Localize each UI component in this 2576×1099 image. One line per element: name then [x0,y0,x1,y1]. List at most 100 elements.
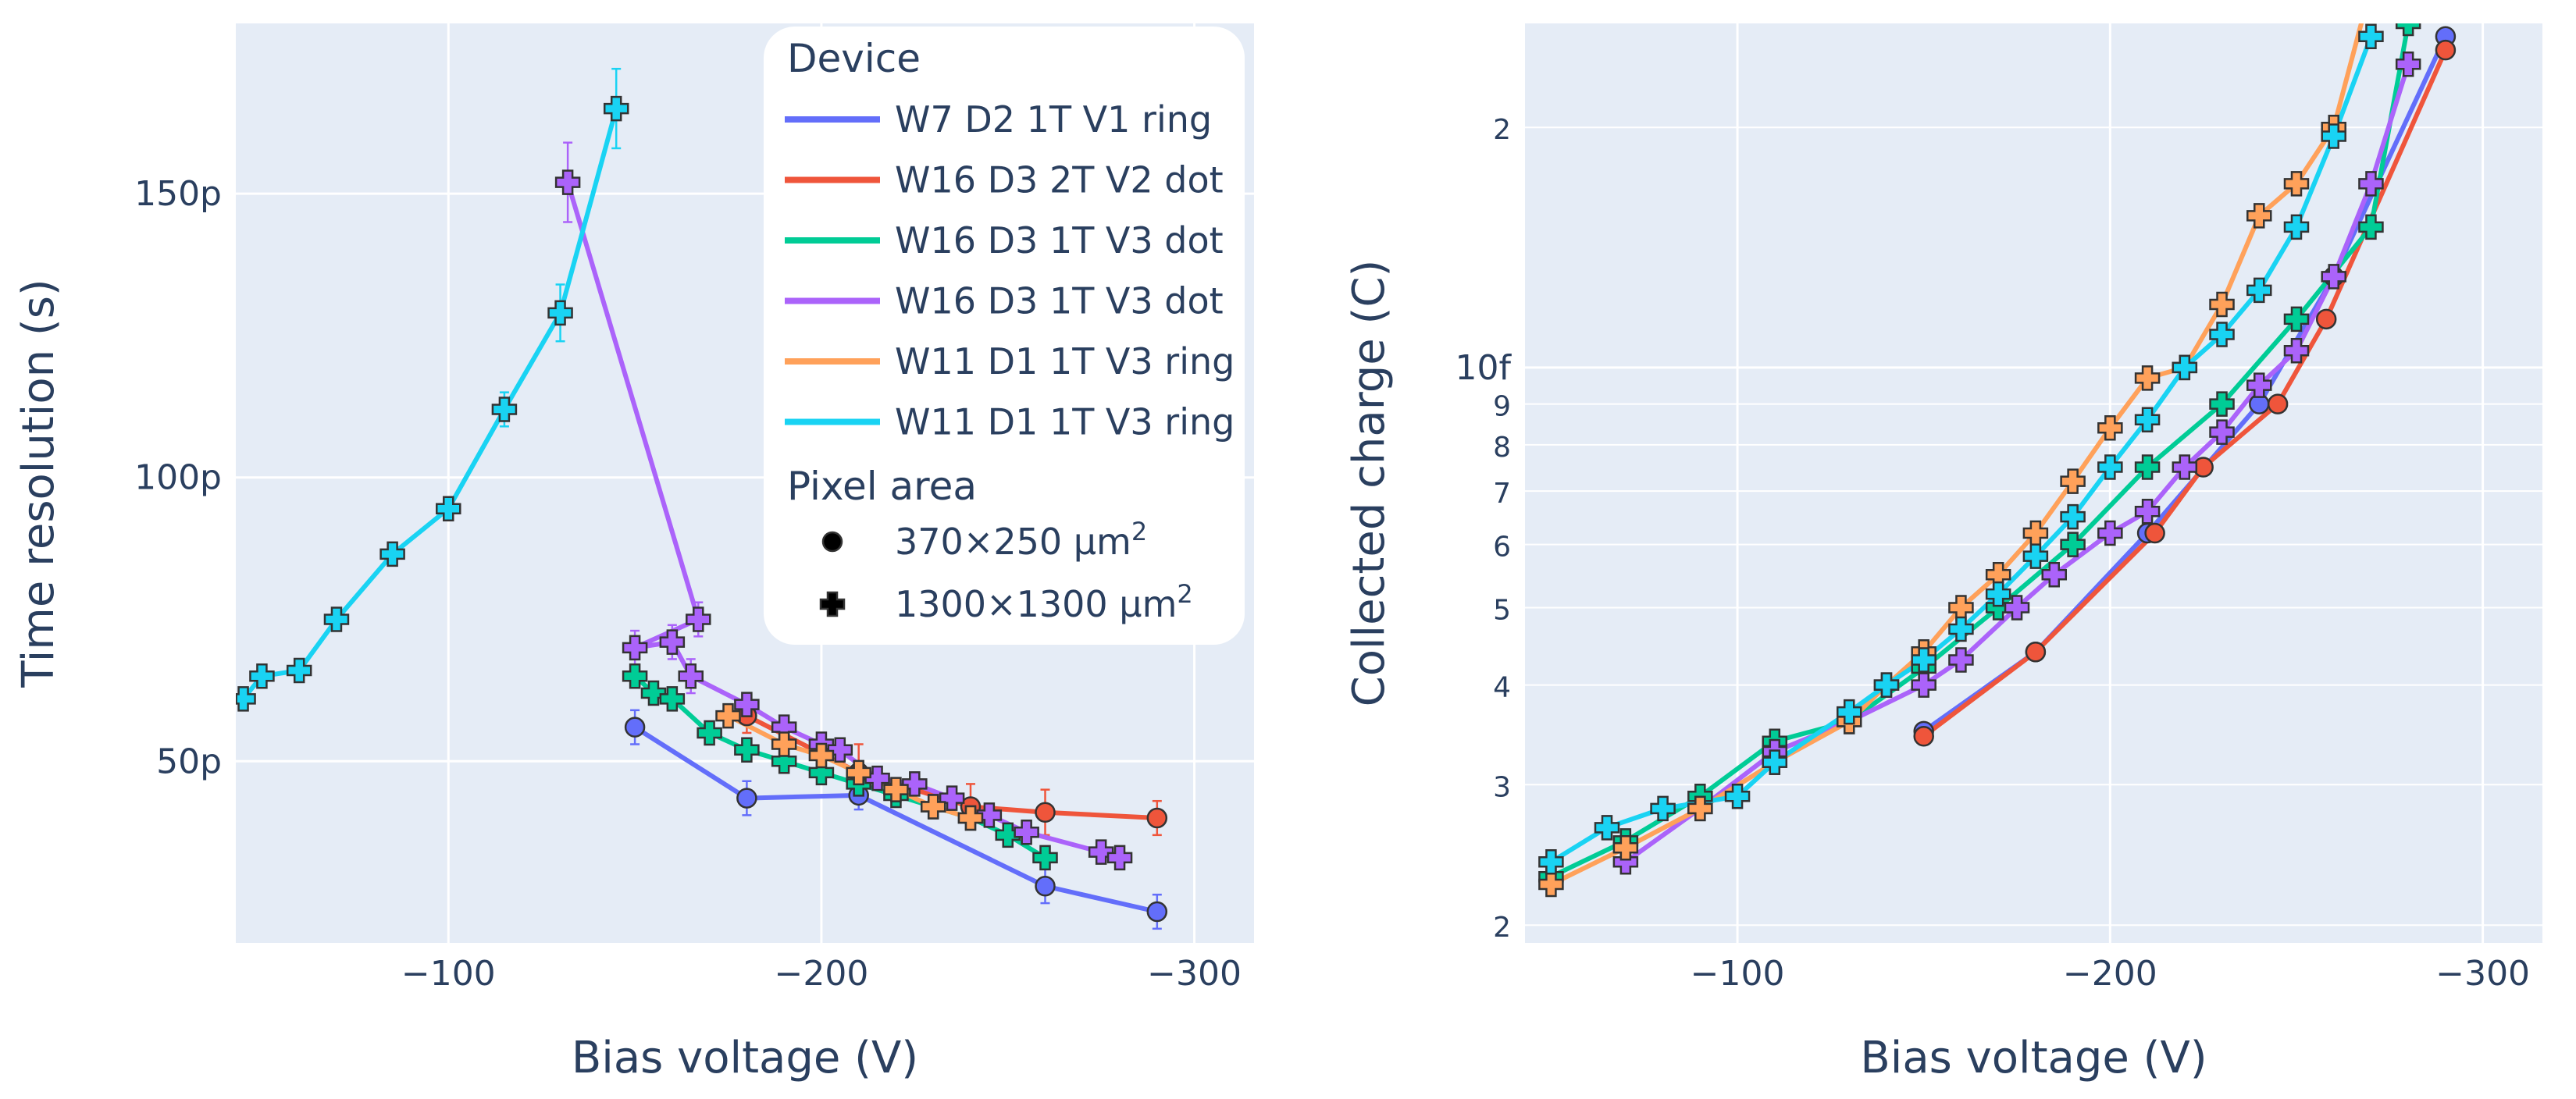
data-point-3 [2172,454,2198,480]
data-point-1 [1146,807,1168,829]
x-axis-title: Bias voltage (V) [572,1033,918,1083]
legend-superscript: 2 [1131,517,1147,546]
data-point-5 [2358,23,2384,50]
data-point-5 [2321,123,2346,149]
data-point-5 [2060,503,2086,530]
data-point-5 [236,686,256,712]
data-point-5 [323,606,350,632]
legend-area-label: 1300×1300 µm2 [895,579,1193,625]
data-point-4 [846,759,871,786]
data-point-3 [2004,595,2030,621]
legend-label: W11 D1 1T V3 ring [895,340,1235,382]
y-tick-label: 10f [1455,348,1512,388]
data-point-5 [1948,616,1974,642]
data-point-4 [957,805,984,831]
data-point-5 [249,663,275,689]
legend-label: W11 D1 1T V3 ring [895,401,1235,443]
data-point-2 [995,822,1021,848]
data-point-3 [622,635,648,661]
x-tick-label: −300 [1147,954,1242,994]
data-point-3 [939,785,965,811]
data-point-4 [2283,171,2310,197]
y-axis-title: Collected charge (C) [1344,260,1395,707]
data-point-3 [2358,171,2384,197]
data-point-3 [2321,264,2346,290]
data-point-1 [2144,522,2165,544]
data-point-3 [678,663,704,689]
data-point-2 [2358,214,2384,240]
x-tick-label: −100 [1691,954,1785,994]
data-point-5 [2172,354,2198,381]
data-point-1 [2315,308,2337,330]
y-tick-label: 6 [1493,532,1511,564]
data-point-4 [920,794,946,820]
data-point-2 [2134,454,2161,480]
y-tick-label: 5 [1493,595,1511,627]
data-point-5 [1985,581,2011,607]
data-point-5 [2022,543,2049,569]
data-point-1 [1035,802,1056,823]
y-tick-label: 2 [1493,114,1511,146]
data-point-5 [101,801,124,824]
data-point-0 [1146,901,1168,923]
data-point-3 [734,692,760,717]
data-point-3 [1088,839,1114,865]
data-point-3 [2041,561,2067,588]
data-point-5 [236,693,237,705]
y-tick-label: 8 [1493,432,1511,464]
x-tick-label: −200 [774,954,868,994]
data-point-3 [1911,672,1936,698]
data-point-5 [109,784,132,807]
data-point-5 [1538,849,1564,875]
data-point-3 [2209,419,2235,445]
data-point-4 [2209,291,2235,318]
data-point-5 [603,95,629,122]
data-point-2 [2395,23,2421,37]
legend-area-title: Pixel area [787,464,977,509]
series-group [1538,23,2457,898]
data-point-0 [1035,876,1056,897]
data-point-2 [622,663,648,689]
legend-label: W16 D3 2T V2 dot [895,159,1224,201]
legend-box [764,27,1245,645]
x-tick-label: −100 [401,954,496,994]
data-point-5 [1762,749,1788,775]
legend-title: Device [787,36,921,81]
data-point-4 [808,742,835,769]
legend-area-label: 370×250 µm2 [895,517,1147,563]
legend-label: W16 D3 1T V3 dot [895,280,1224,322]
data-point-4 [2097,415,2123,441]
y-tick-label: 9 [1493,391,1511,423]
y-tick-label: 3 [1493,771,1511,803]
data-point-5 [71,863,94,887]
data-point-2 [659,686,686,712]
y-tick-label: 4 [1493,672,1511,704]
y-tick-label: 2 [1493,912,1511,944]
data-point-2 [640,680,667,706]
data-point-5 [1594,815,1620,841]
data-point-5 [2246,277,2272,304]
data-point-0 [736,788,757,809]
data-point-5 [286,657,312,684]
data-point-2 [697,720,722,746]
data-point-4 [2246,203,2272,229]
data-point-2 [734,737,760,763]
legend-label: W7 D2 1T V1 ring [895,98,1212,140]
data-point-5 [1650,795,1676,822]
data-point-4 [2060,468,2086,494]
data-point-5 [379,541,405,567]
data-point-5 [2134,407,2161,433]
series-line-5 [1549,35,2374,864]
data-point-2 [2060,532,2086,557]
data-point-1 [2267,393,2289,414]
data-point-5 [1911,647,1936,673]
data-point-1 [2025,642,2047,663]
data-point-4 [715,702,741,729]
data-point-1 [2435,39,2457,61]
y-tick-label: 150p [134,174,222,214]
data-point-5 [82,815,105,838]
data-point-3 [2395,52,2421,77]
series-group [71,67,1168,930]
